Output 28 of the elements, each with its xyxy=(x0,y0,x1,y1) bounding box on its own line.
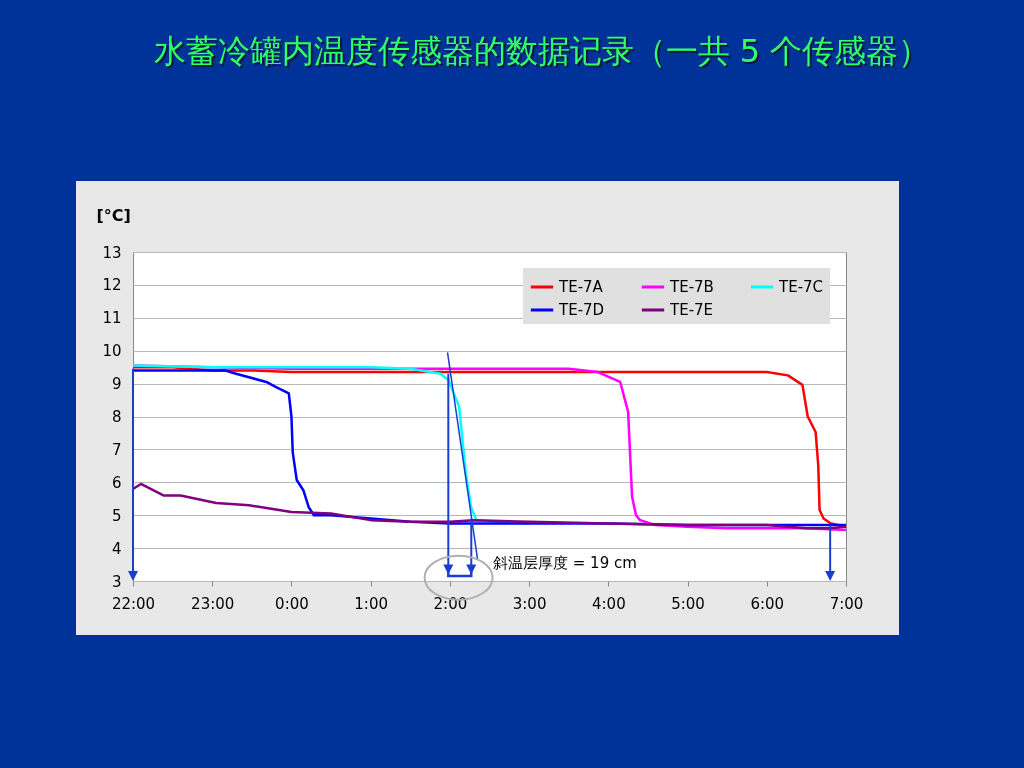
x-tick-label: 22:00 xyxy=(111,594,156,613)
y-tick-label: 8 xyxy=(111,408,122,426)
y-tick-label: 7 xyxy=(111,440,122,459)
legend-label: TE-7E xyxy=(669,301,714,319)
legend-label: TE-7A xyxy=(558,278,604,296)
y-tick-label: 3 xyxy=(111,572,122,591)
x-tick-label: 6:00 xyxy=(750,594,785,613)
y-tick-label: 6 xyxy=(111,473,122,492)
y-tick-label: 11 xyxy=(102,309,122,328)
x-tick-label: 5:00 xyxy=(671,594,705,613)
x-tick-label: 0:00 xyxy=(275,594,309,613)
legend-label: TE-7C xyxy=(778,278,824,296)
y-tick-label: 10 xyxy=(102,342,122,361)
x-tick-label: 3:00 xyxy=(512,594,547,613)
legend-label: TE-7D xyxy=(558,301,605,319)
x-tick-label: 4:00 xyxy=(591,594,626,613)
x-tick-label: 7:00 xyxy=(829,594,864,613)
y-tick-label: 5 xyxy=(111,506,122,525)
annotation: 斜温层厚度 = 19 cm xyxy=(493,554,637,572)
y-tick-label: 13 xyxy=(102,243,122,262)
chart-title: 水蓄冷罐内温度传感器的数据记录（一共 5 个传感器） xyxy=(152,31,932,72)
y-tick-label: 9 xyxy=(111,375,122,394)
legend-label: TE-7B xyxy=(669,278,714,296)
x-tick-label: 1:00 xyxy=(354,594,389,613)
x-tick-label: 23:00 xyxy=(191,594,235,613)
y-axis-title: [°C] xyxy=(96,205,131,225)
y-tick-label: 12 xyxy=(102,276,122,295)
y-tick-label: 4 xyxy=(111,539,122,558)
